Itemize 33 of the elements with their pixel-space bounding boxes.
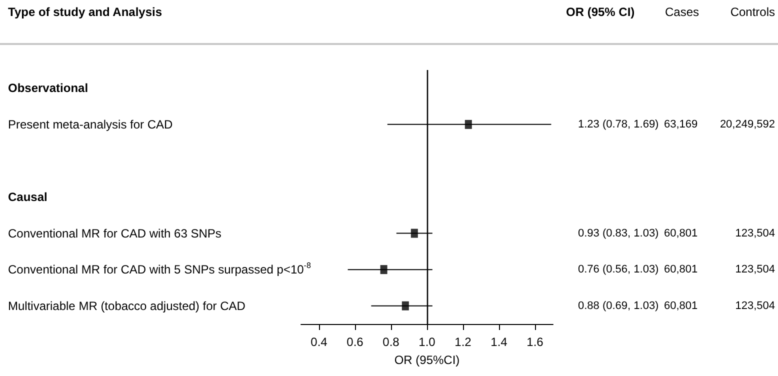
data-label: 0.93 (0.83, 1.03) [578,227,659,240]
data-label: 0.88 (0.69, 1.03) [578,300,659,312]
x-tick-label: 0.8 [382,335,400,349]
point [410,228,418,238]
y-tick-label: Conventional MR for CAD with 63 SNPs [8,226,222,240]
x-tick-label: 0.4 [310,335,328,349]
x-tick-label: 1.4 [490,335,508,349]
x-tick-label: 1.0 [418,335,436,349]
y-tick-label: Causal [8,190,48,204]
point [380,265,388,274]
text: 123,504 [735,264,775,276]
text: 20,249,592 [720,118,775,130]
text: 63,169 [664,118,698,130]
text: 60,801 [664,227,698,240]
x-tick-label: 1.6 [526,335,544,349]
text: OR (95% CI) [566,5,635,19]
text: 60,801 [664,264,698,276]
x-tick-label: 0.6 [346,335,364,349]
data-label: 0.76 (0.56, 1.03) [578,264,659,276]
y-tick-label: Present meta-analysis for CAD [8,117,174,132]
text: 123,504 [735,300,775,312]
y-tick-label: Multivariable MR (tobacco adjusted) for CAD [8,298,246,313]
x-axis-title: OR (95%CI) [394,353,460,367]
y-tick-label: Observational [8,81,88,96]
text: 60,801 [664,300,698,312]
text: 123,504 [735,227,775,240]
x-tick-label: 1.2 [454,335,472,349]
text: Controls [730,5,775,19]
point [402,301,409,310]
text: Type of study and Analysis [8,5,162,19]
data-label: 1.23 (0.78, 1.69) [578,118,659,130]
text: Cases [665,5,700,19]
point [464,120,472,129]
